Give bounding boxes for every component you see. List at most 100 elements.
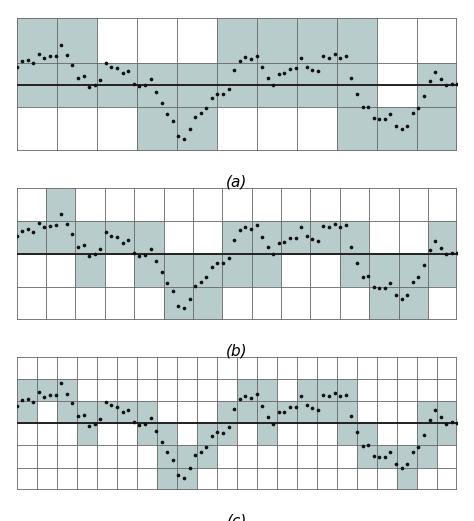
Point	[319, 52, 327, 60]
Bar	[369, 254, 399, 287]
Point	[180, 304, 188, 313]
Point	[119, 239, 127, 247]
Point	[63, 220, 71, 229]
Point	[91, 81, 99, 89]
Point	[415, 104, 422, 112]
Bar	[177, 468, 197, 490]
Bar	[177, 445, 197, 468]
Point	[57, 379, 65, 388]
Point	[281, 69, 288, 77]
Point	[309, 65, 316, 73]
Bar	[297, 401, 317, 423]
Point	[52, 390, 59, 399]
Point	[337, 54, 344, 62]
Point	[297, 54, 305, 62]
Point	[214, 259, 221, 267]
Bar	[157, 423, 177, 445]
Bar	[222, 254, 252, 287]
Bar	[134, 221, 164, 254]
Point	[342, 390, 350, 399]
Point	[197, 448, 204, 456]
Point	[197, 109, 204, 117]
Point	[35, 219, 43, 227]
Point	[63, 390, 71, 398]
Point	[292, 403, 300, 411]
Point	[347, 412, 355, 420]
Point	[286, 65, 294, 73]
Bar	[281, 221, 310, 254]
Point	[247, 394, 255, 402]
Bar	[222, 221, 252, 254]
Bar	[117, 401, 137, 423]
Bar	[157, 468, 177, 490]
Point	[13, 63, 20, 71]
Point	[331, 50, 338, 58]
Bar	[257, 63, 297, 107]
Point	[152, 257, 160, 266]
Point	[409, 109, 417, 117]
Point	[158, 268, 165, 277]
Bar	[164, 254, 193, 287]
Point	[141, 81, 149, 90]
Bar	[257, 423, 277, 445]
Point	[353, 428, 361, 436]
Point	[281, 407, 288, 416]
Bar	[337, 63, 377, 107]
Point	[74, 243, 82, 251]
Point	[426, 77, 433, 85]
Point	[174, 132, 182, 141]
Text: (c): (c)	[227, 513, 247, 521]
Point	[375, 453, 383, 462]
Point	[197, 278, 204, 287]
Point	[191, 282, 199, 290]
Point	[303, 63, 310, 71]
Bar	[57, 18, 97, 63]
Point	[415, 442, 422, 451]
Point	[202, 104, 210, 112]
Point	[309, 404, 316, 412]
Bar	[377, 445, 397, 468]
Point	[180, 474, 188, 482]
Bar	[399, 254, 428, 287]
Point	[124, 236, 132, 244]
Point	[80, 72, 87, 80]
Bar	[77, 423, 97, 445]
Point	[69, 60, 76, 69]
Point	[35, 388, 43, 396]
Point	[281, 238, 288, 246]
Point	[264, 74, 272, 82]
Point	[41, 54, 48, 62]
Point	[24, 56, 32, 64]
Bar	[337, 18, 377, 63]
Point	[102, 228, 109, 237]
Point	[365, 441, 372, 449]
Point	[353, 258, 361, 267]
Bar	[337, 423, 357, 445]
Bar	[57, 401, 77, 423]
Point	[124, 405, 132, 414]
Point	[69, 399, 76, 407]
Point	[337, 223, 344, 231]
Point	[448, 249, 456, 257]
Point	[74, 412, 82, 420]
Point	[46, 221, 54, 230]
Point	[108, 232, 115, 240]
Point	[158, 99, 165, 107]
Point	[454, 418, 461, 427]
Point	[74, 73, 82, 82]
Point	[403, 460, 411, 468]
Point	[297, 392, 305, 401]
Point	[230, 405, 238, 413]
Point	[309, 234, 316, 243]
Bar	[57, 379, 77, 401]
Point	[57, 210, 65, 218]
Bar	[197, 423, 217, 445]
Bar	[397, 445, 417, 468]
Point	[102, 59, 109, 67]
Bar	[36, 379, 57, 401]
Point	[191, 451, 199, 460]
Point	[275, 408, 283, 416]
Bar	[75, 221, 105, 254]
Point	[219, 428, 227, 437]
Point	[365, 271, 372, 280]
